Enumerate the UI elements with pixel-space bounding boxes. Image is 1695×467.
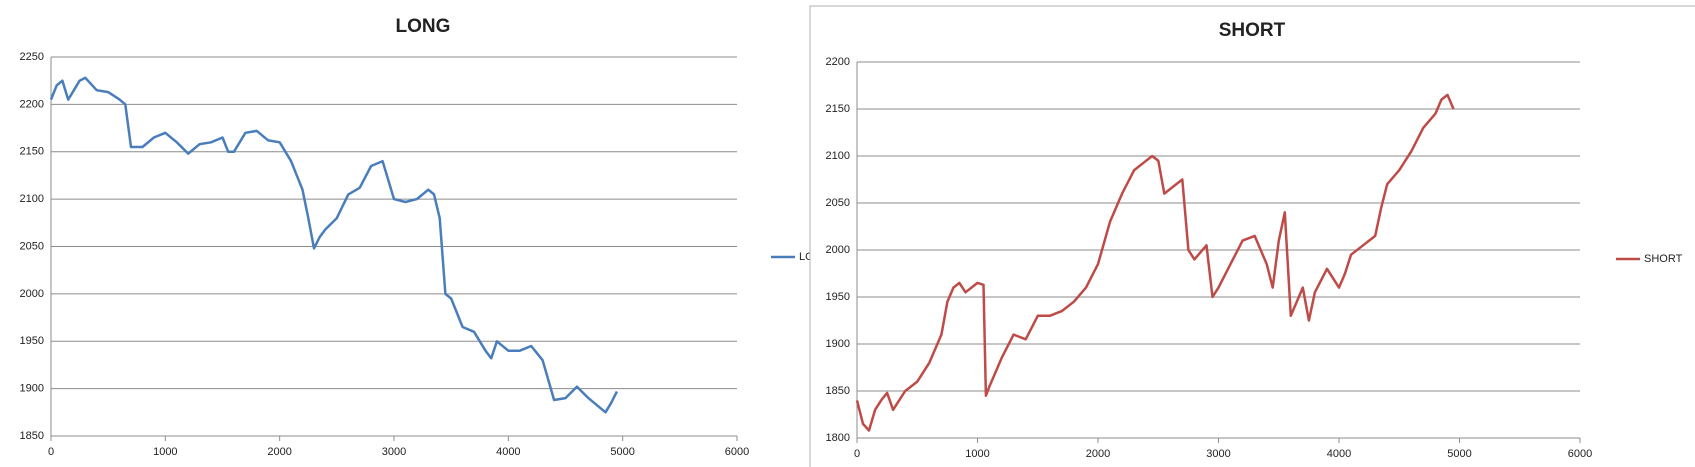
x-tick-label: 6000 bbox=[725, 446, 749, 458]
y-tick-label: 1800 bbox=[826, 432, 850, 444]
y-tick-label: 1900 bbox=[20, 383, 44, 395]
y-tick-label: 2100 bbox=[20, 193, 44, 205]
y-tick-label: 2200 bbox=[20, 98, 44, 110]
y-tick-label: 2050 bbox=[826, 197, 850, 209]
x-tick-label: 0 bbox=[48, 446, 54, 458]
x-tick-label: 5000 bbox=[1447, 448, 1471, 460]
y-tick-label: 1850 bbox=[20, 430, 44, 442]
x-tick-label: 1000 bbox=[965, 448, 989, 460]
chart: SHORT 1800 1850 1900 1950 2000 2050 2100 2150 220… bbox=[809, 5, 1695, 467]
y-tick-label: 1950 bbox=[20, 335, 44, 347]
y-tick-label: 1950 bbox=[826, 291, 850, 303]
x-tick-label: 1000 bbox=[153, 446, 177, 458]
x-tick-label: 3000 bbox=[1206, 448, 1230, 460]
x-tick-label: 3000 bbox=[382, 446, 406, 458]
y-tick-label: 2000 bbox=[826, 244, 850, 256]
data-line bbox=[49, 76, 619, 414]
chart-title: LONG bbox=[396, 16, 451, 37]
legend-label: SHORT bbox=[1644, 253, 1683, 265]
x-tick-label: 5000 bbox=[610, 446, 634, 458]
x-tick-label: 6000 bbox=[1568, 448, 1592, 460]
x-tick-label: 2000 bbox=[1086, 448, 1110, 460]
x-tick-label: 2000 bbox=[267, 446, 291, 458]
y-tick-label: 2050 bbox=[20, 240, 44, 252]
y-tick-label: 2200 bbox=[826, 56, 850, 68]
y-tick-label: 2100 bbox=[826, 150, 850, 162]
x-tick-label: 0 bbox=[854, 448, 860, 460]
y-tick-label: 2250 bbox=[20, 51, 44, 63]
x-tick-label: 4000 bbox=[1327, 448, 1351, 460]
y-tick-label: 2000 bbox=[20, 288, 44, 300]
y-tick-label: 1900 bbox=[826, 338, 850, 350]
y-tick-label: 1850 bbox=[826, 385, 850, 397]
y-tick-label: 2150 bbox=[826, 103, 850, 115]
x-tick-label: 4000 bbox=[496, 446, 520, 458]
chart-title: SHORT bbox=[1219, 20, 1286, 41]
y-tick-label: 2150 bbox=[20, 146, 44, 158]
data-line bbox=[855, 93, 1455, 432]
